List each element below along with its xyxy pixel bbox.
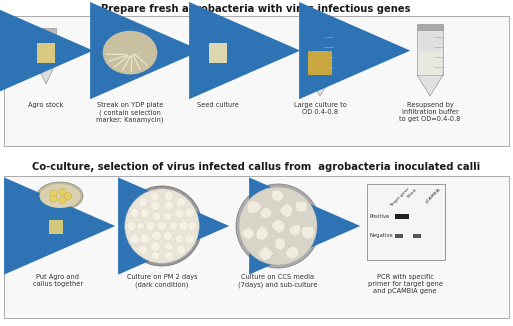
Text: Large culture to
OD 0.4-0.8: Large culture to OD 0.4-0.8 <box>293 102 346 115</box>
Text: Positive: Positive <box>370 214 390 218</box>
Ellipse shape <box>103 31 157 74</box>
Circle shape <box>188 222 197 230</box>
Polygon shape <box>271 190 284 201</box>
Circle shape <box>163 231 172 241</box>
Circle shape <box>139 245 148 254</box>
Polygon shape <box>307 75 333 96</box>
Circle shape <box>175 234 184 243</box>
Polygon shape <box>258 246 273 261</box>
Circle shape <box>146 221 155 230</box>
Bar <box>37 43 55 63</box>
FancyBboxPatch shape <box>4 16 509 146</box>
Text: Prepare fresh agrobacteria with virus infectious genes: Prepare fresh agrobacteria with virus in… <box>101 4 411 14</box>
Circle shape <box>122 186 202 266</box>
Circle shape <box>151 192 160 201</box>
Bar <box>395 214 409 218</box>
Polygon shape <box>280 203 292 218</box>
Circle shape <box>179 221 188 231</box>
Circle shape <box>127 221 136 230</box>
Circle shape <box>150 242 160 251</box>
Text: Streak on YDP plate
( contain selection
marker: Kanamycin): Streak on YDP plate ( contain selection … <box>96 102 164 123</box>
Circle shape <box>130 208 139 217</box>
Polygon shape <box>208 63 228 84</box>
Circle shape <box>164 251 173 260</box>
Bar <box>36 35 56 63</box>
Polygon shape <box>247 201 262 214</box>
Polygon shape <box>285 246 299 259</box>
Text: Agro stock: Agro stock <box>28 102 64 108</box>
Text: PCR with specific
primer for target gene
and pCAMBIA gene: PCR with specific primer for target gene… <box>367 274 443 294</box>
Circle shape <box>140 209 149 218</box>
Circle shape <box>59 188 66 195</box>
Circle shape <box>140 233 150 244</box>
Circle shape <box>164 192 173 201</box>
Circle shape <box>59 197 66 204</box>
Bar <box>413 233 421 238</box>
Circle shape <box>184 208 194 218</box>
Text: Negative: Negative <box>370 233 394 239</box>
Circle shape <box>176 245 186 255</box>
Bar <box>36 28 56 35</box>
Ellipse shape <box>100 29 160 77</box>
Text: Resupsend by
infiltration buffer
to get OD=0.4-0.8: Resupsend by infiltration buffer to get … <box>399 102 461 122</box>
Circle shape <box>165 243 173 251</box>
Circle shape <box>125 189 199 263</box>
Bar <box>208 35 228 63</box>
Polygon shape <box>289 225 301 236</box>
Polygon shape <box>260 207 272 218</box>
Circle shape <box>236 184 320 268</box>
Circle shape <box>50 190 57 197</box>
Text: Put Agro and
callus together: Put Agro and callus together <box>33 274 83 287</box>
Polygon shape <box>275 238 285 250</box>
Circle shape <box>169 222 177 230</box>
Text: Culture on CCS media
(7days) and sub-culture: Culture on CCS media (7days) and sub-cul… <box>238 274 318 288</box>
Circle shape <box>184 234 194 244</box>
Bar <box>308 51 332 75</box>
Bar <box>209 43 227 63</box>
Polygon shape <box>255 226 269 241</box>
Circle shape <box>164 201 173 210</box>
Text: pCAMBIA: pCAMBIA <box>425 187 442 204</box>
Bar <box>417 30 443 75</box>
Circle shape <box>150 200 160 210</box>
FancyBboxPatch shape <box>367 184 445 260</box>
Text: Blank: Blank <box>407 187 419 199</box>
Polygon shape <box>271 219 285 233</box>
Circle shape <box>176 198 186 207</box>
Bar <box>418 51 442 75</box>
Bar <box>49 220 63 233</box>
Text: Target gene: Target gene <box>389 187 410 208</box>
Circle shape <box>163 212 172 220</box>
Bar <box>307 24 333 30</box>
Bar <box>208 28 228 35</box>
Bar <box>307 30 333 75</box>
Ellipse shape <box>40 184 81 208</box>
Polygon shape <box>295 201 307 212</box>
Bar <box>48 215 64 233</box>
Circle shape <box>151 231 161 241</box>
Ellipse shape <box>37 182 83 210</box>
Circle shape <box>65 192 71 200</box>
Bar <box>48 210 64 215</box>
Circle shape <box>152 212 161 221</box>
Circle shape <box>239 187 317 265</box>
Circle shape <box>139 198 148 207</box>
Circle shape <box>50 195 57 202</box>
Circle shape <box>130 234 140 244</box>
Circle shape <box>157 221 167 231</box>
Polygon shape <box>241 228 255 240</box>
Polygon shape <box>417 75 443 96</box>
Circle shape <box>151 251 160 260</box>
Circle shape <box>174 208 184 218</box>
Polygon shape <box>36 63 56 84</box>
Circle shape <box>136 222 144 230</box>
FancyBboxPatch shape <box>4 176 509 318</box>
Polygon shape <box>301 227 314 239</box>
Bar <box>395 233 403 238</box>
Polygon shape <box>48 233 64 248</box>
Text: Culture on PM 2 days
(dark condition): Culture on PM 2 days (dark condition) <box>127 274 198 288</box>
Bar <box>417 24 443 30</box>
Text: Co-culture, selection of virus infected callus from  agrobacteria inoculated cal: Co-culture, selection of virus infected … <box>32 162 480 172</box>
Text: Seed culture: Seed culture <box>197 102 239 108</box>
